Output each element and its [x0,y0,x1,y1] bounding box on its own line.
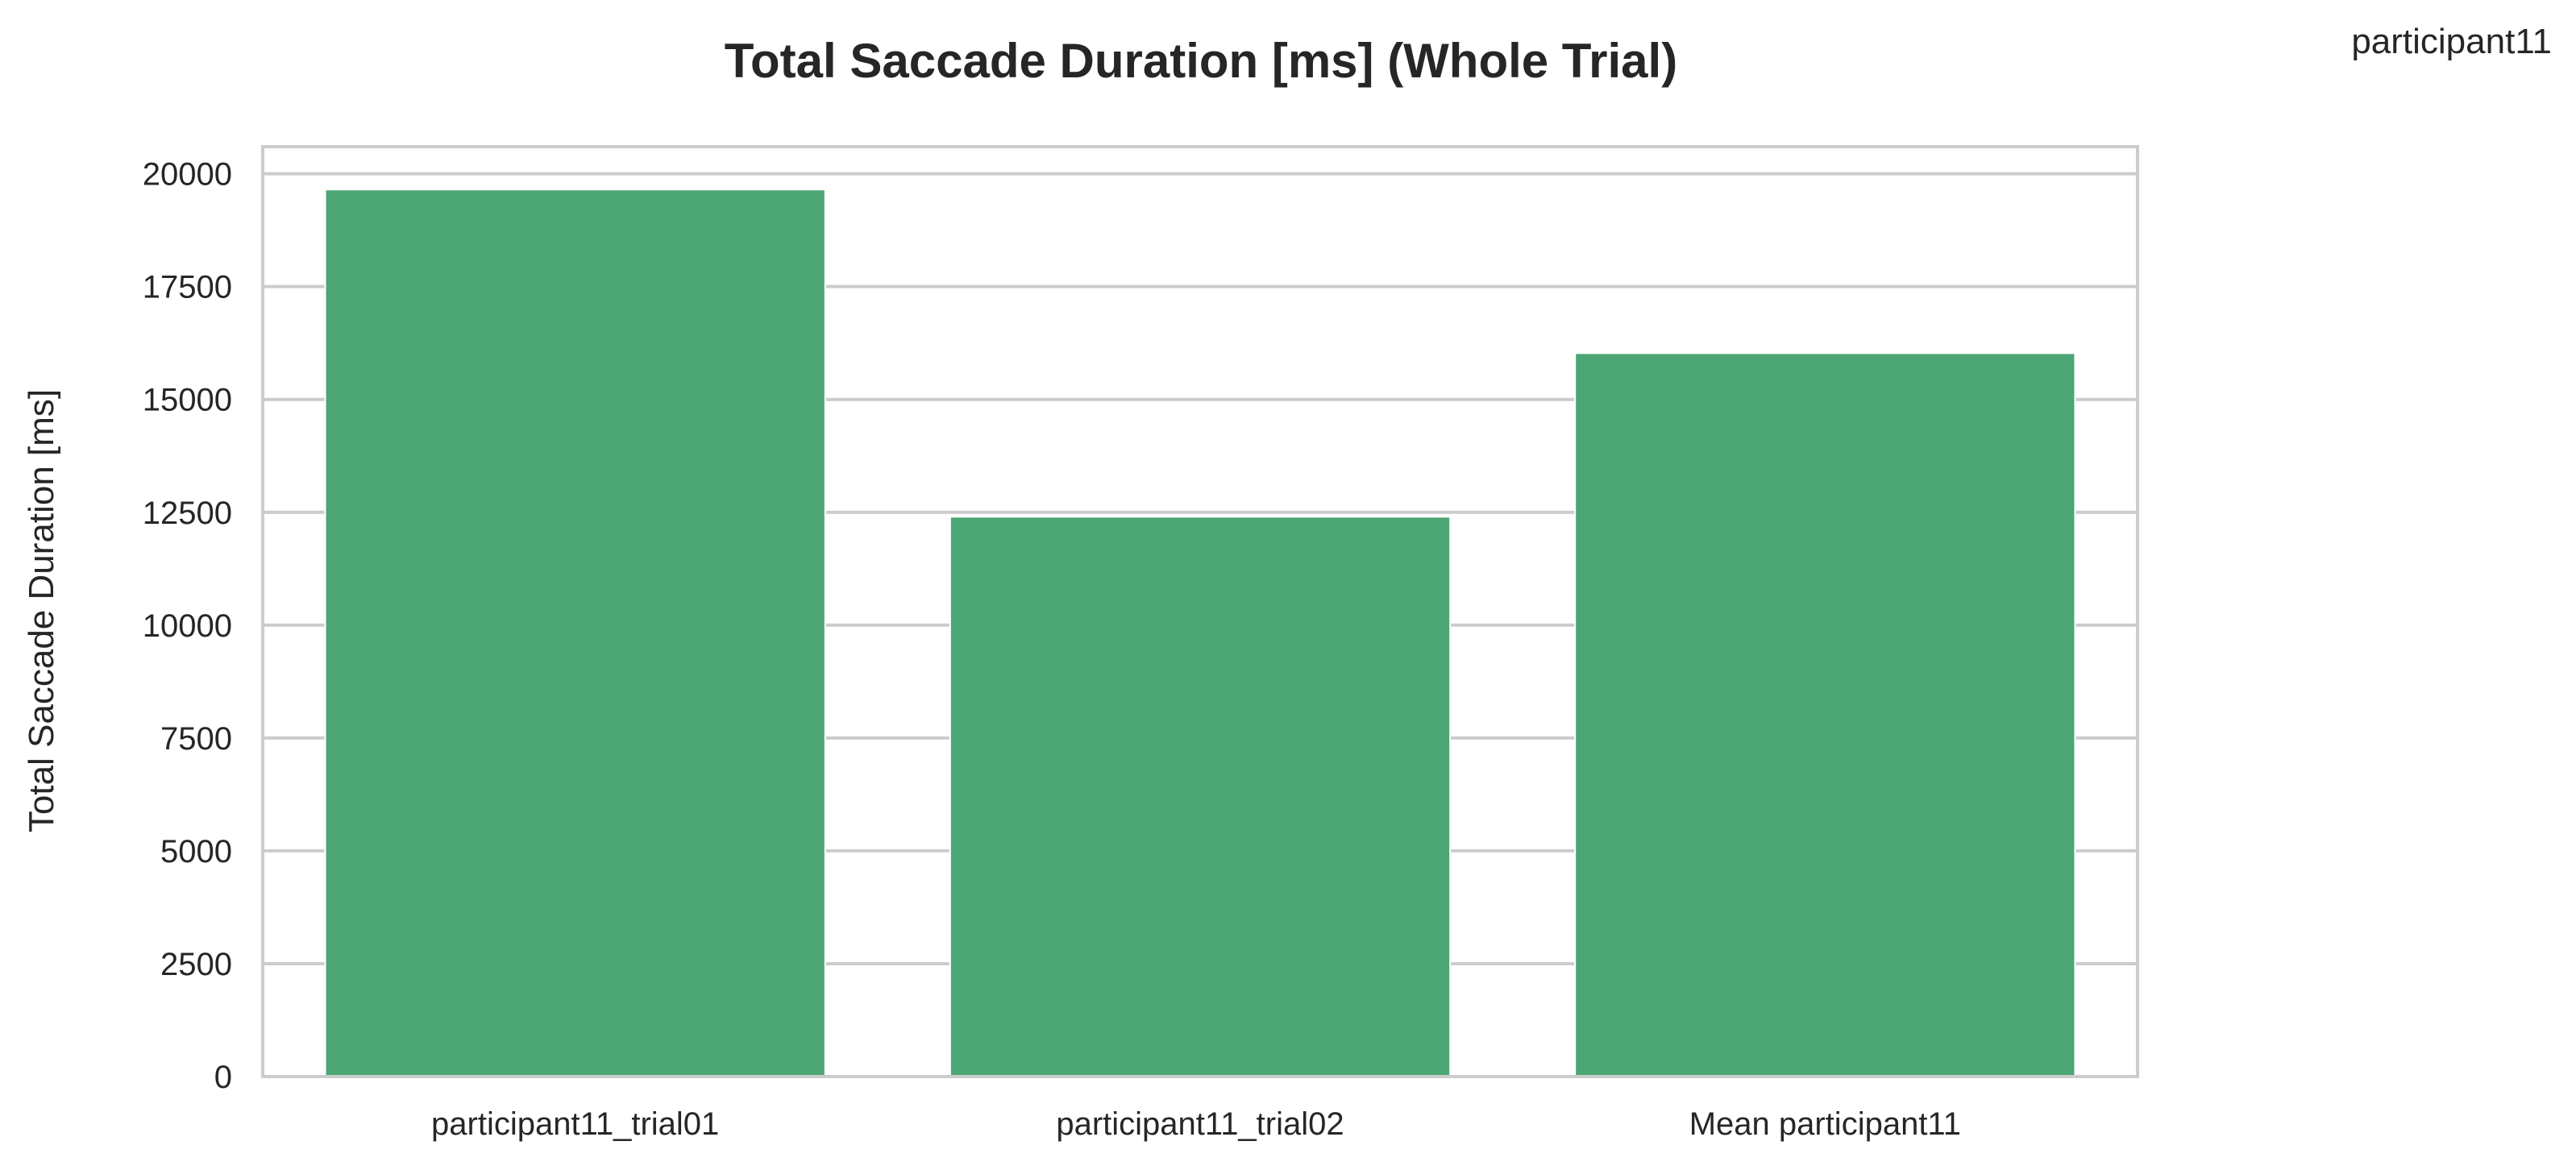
x-tick-label-3: Mean participant11 [1689,1106,1961,1142]
plot-frame [261,145,2139,1078]
y-tick-label-1: 2500 [160,947,232,982]
bars [324,189,2076,1078]
y-tick-label-4: 10000 [143,608,232,644]
participant-label: participant11 [2351,22,2552,61]
chart-title: Total Saccade Duration [ms] (Whole Trial… [725,34,1677,88]
y-tick-label-0: 0 [214,1060,232,1095]
x-tick-label-1: participant11_trial01 [431,1106,719,1142]
x-tick-label-2: participant11_trial02 [1056,1106,1344,1142]
y-tick-label-5: 12500 [143,496,232,531]
y-tick-label-6: 15000 [143,383,232,418]
bar-1 [324,189,826,1077]
y-tick-label-2: 5000 [160,834,232,869]
y-tick-label-7: 17500 [143,270,232,305]
y-tick-labels: 0 2500 5000 7500 10000 12500 15000 17500 20000 [143,157,232,1095]
y-axis-title: Total Saccade Duration [ms] [22,389,61,832]
x-tick-labels: participant11_trial01 participant11_trial… [431,1106,1961,1142]
y-tick-label-3: 7500 [160,721,232,757]
bar-3 [1574,352,2076,1078]
y-tick-label-8: 20000 [143,157,232,193]
bar-2 [949,516,1452,1077]
